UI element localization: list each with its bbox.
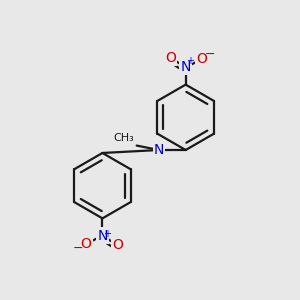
Text: +: + xyxy=(186,56,194,66)
Text: +: + xyxy=(103,229,111,239)
Text: −: − xyxy=(205,48,216,61)
Text: −: − xyxy=(73,242,83,255)
Text: O: O xyxy=(196,52,208,66)
Text: O: O xyxy=(112,238,123,252)
Text: CH₃: CH₃ xyxy=(113,133,134,142)
Text: O: O xyxy=(165,51,176,65)
Text: O: O xyxy=(81,237,92,251)
Text: N: N xyxy=(154,143,164,157)
Text: N: N xyxy=(181,60,191,74)
Text: N: N xyxy=(97,229,108,243)
